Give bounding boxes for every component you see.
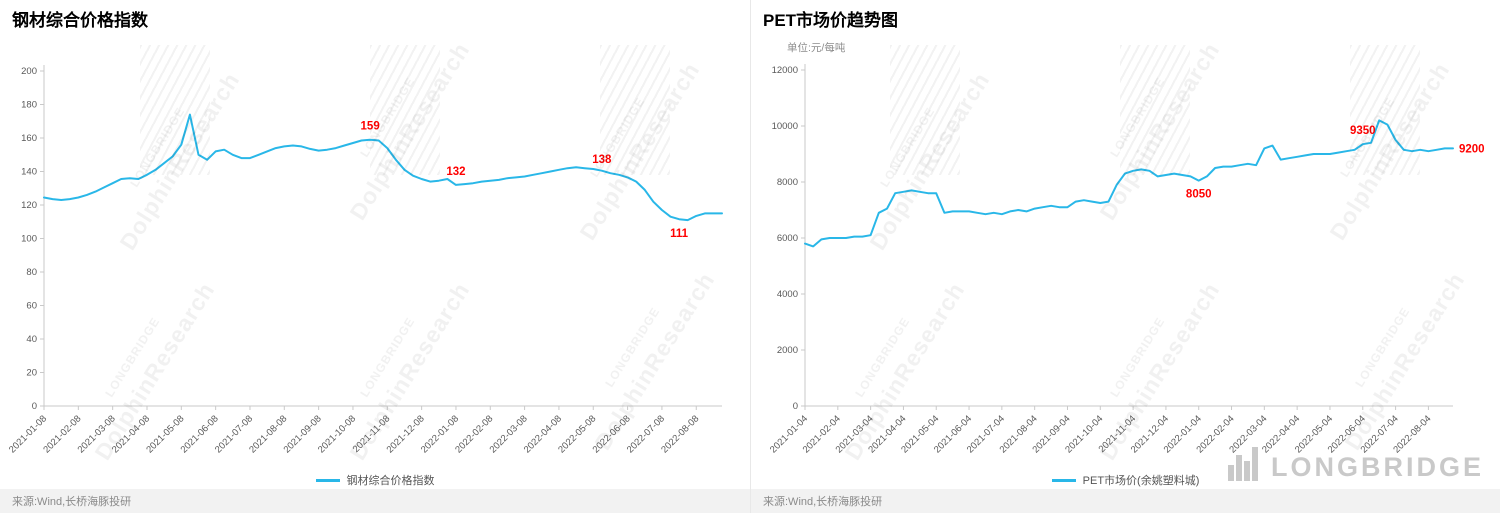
legend-line-marker xyxy=(315,478,340,482)
svg-text:0: 0 xyxy=(32,401,37,412)
pet-chart-legend: PET市场价(余姚塑料城) xyxy=(751,471,1500,489)
svg-text:9350: 9350 xyxy=(1350,125,1376,137)
svg-text:20: 20 xyxy=(26,368,37,379)
pet-market-price-chart: 0200040006000800010000120002021-01-04202… xyxy=(768,64,1485,455)
steel-panel-footer: 来源:Wind,长桥海豚投研 xyxy=(0,489,750,513)
pet-panel-footer: 来源:Wind,长桥海豚投研 xyxy=(751,489,1500,513)
source-text: 来源:Wind,长桥海豚投研 xyxy=(12,496,132,508)
svg-text:60: 60 xyxy=(26,301,37,312)
svg-text:0: 0 xyxy=(793,401,798,412)
legend-label: 钢材综合价格指数 xyxy=(346,475,435,487)
svg-text:160: 160 xyxy=(21,133,37,144)
svg-text:9200: 9200 xyxy=(1459,143,1485,155)
svg-text:80: 80 xyxy=(26,267,37,278)
pet-price-panel: PET市场价趋势图 单位:元/每吨 0 2000 4000 6000 8000 10000… xyxy=(750,0,1500,513)
legend-line-marker xyxy=(1051,478,1076,482)
svg-text:132: 132 xyxy=(446,166,465,178)
steel-chart-legend: 钢材综合价格指数 xyxy=(0,471,750,489)
source-text: 来源:Wind,长桥海豚投研 xyxy=(763,496,883,508)
svg-text:10000: 10000 xyxy=(772,121,798,132)
svg-text:2000: 2000 xyxy=(777,345,798,356)
svg-text:200: 200 xyxy=(21,66,37,77)
svg-text:140: 140 xyxy=(21,167,37,178)
svg-text:120: 120 xyxy=(21,200,37,211)
svg-text:8050: 8050 xyxy=(1186,189,1212,201)
svg-text:12000: 12000 xyxy=(772,65,798,76)
svg-text:6000: 6000 xyxy=(777,233,798,244)
svg-text:40: 40 xyxy=(26,334,37,345)
longbridge-logo-icon xyxy=(1227,447,1258,481)
svg-text:159: 159 xyxy=(361,121,380,133)
unit-label: 单位:元/每吨 xyxy=(787,42,846,54)
steel-price-index-chart: 0204060801001201401601802002021-01-08202… xyxy=(8,65,723,455)
svg-text:4000: 4000 xyxy=(777,289,798,300)
steel-price-panel: 钢材综合价格指数 0 20 40 60 80 100 120 140 160 180 200 2021… xyxy=(0,11,750,513)
svg-text:180: 180 xyxy=(21,100,37,111)
longbridge-logo-text: LONGBRIDGE xyxy=(1270,452,1484,482)
longbridge-logo: LONGBRIDGE xyxy=(1227,447,1484,481)
svg-text:111: 111 xyxy=(670,228,689,240)
svg-text:100: 100 xyxy=(21,234,37,245)
svg-text:138: 138 xyxy=(592,154,612,166)
pet-chart-title: PET市场价趋势图 xyxy=(763,11,899,30)
svg-text:8000: 8000 xyxy=(777,177,798,188)
legend-label: PET市场价(余姚塑料城) xyxy=(1082,475,1200,487)
steel-chart-title: 钢材综合价格指数 xyxy=(12,11,148,30)
